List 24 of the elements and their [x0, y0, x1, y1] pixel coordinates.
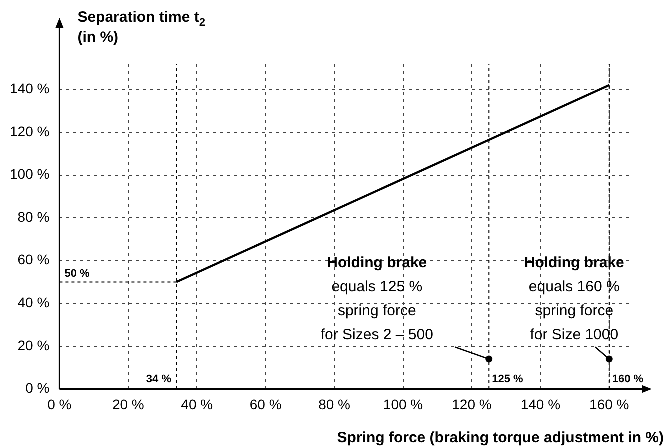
x-tick-label: 60 % — [250, 396, 282, 412]
y-tick-label: 60 % — [18, 252, 50, 268]
ref-line-label: 160 % — [612, 374, 644, 386]
x-tick-label: 0 % — [48, 396, 72, 412]
x-tick-label: 80 % — [318, 396, 350, 412]
annotation: Holding brake equals 125 % spring force for Sizes 2 – 500 — [320, 254, 434, 344]
x-tick-label: 120 % — [452, 396, 492, 412]
y-tick-label: 80 % — [18, 208, 50, 225]
y-tick-label: 140 % — [10, 80, 50, 97]
x-tick-label: 20 % — [112, 396, 144, 412]
y-tick-label: 120 % — [10, 123, 50, 140]
x-tick-label: 100 % — [383, 396, 424, 412]
annotation: Holding brake equals 160 % spring force for Size 1000 — [524, 254, 624, 344]
ref-line-label: 125 % — [492, 374, 524, 386]
x-tick-label: 140 % — [520, 396, 561, 412]
y-tick-label: 100 % — [10, 166, 50, 182]
x-tick-label: 160 % — [590, 396, 630, 412]
y-tick-label: 40 % — [18, 294, 50, 310]
ref-line-label: 50 % — [64, 268, 90, 280]
y-tick-label: 0 % — [26, 380, 50, 396]
y-tick-label: 20 % — [18, 337, 50, 354]
x-tick-label: 40 % — [181, 396, 214, 412]
x-axis-title: Spring force (braking torque adjustment in %) — [337, 430, 664, 447]
ref-line-label: 34 % — [146, 374, 172, 386]
